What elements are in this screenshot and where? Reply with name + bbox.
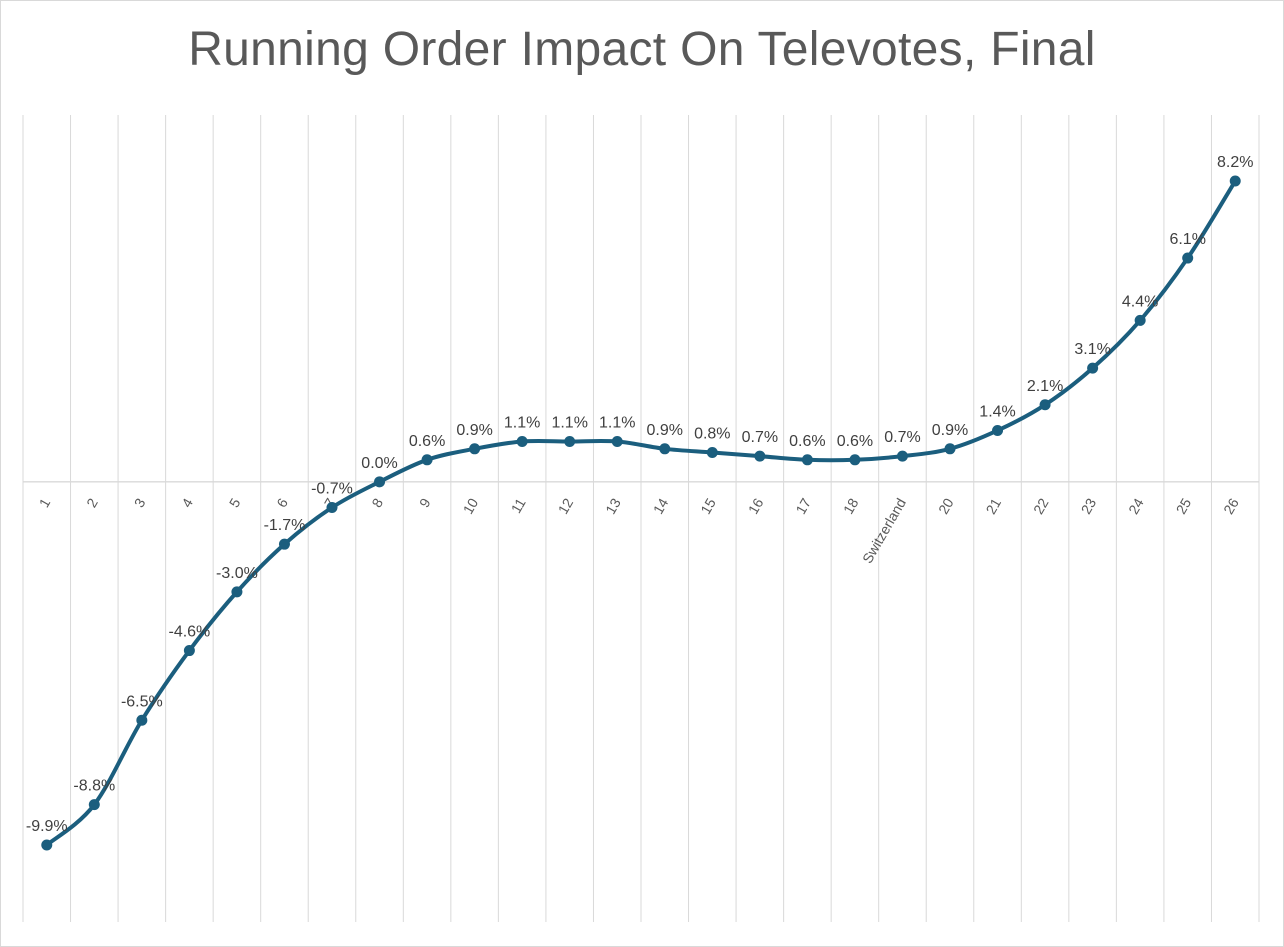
chart-title: Running Order Impact On Televotes, Final: [188, 23, 1096, 76]
data-label: -4.6%: [168, 624, 210, 641]
data-label: -1.7%: [264, 517, 306, 534]
data-label: 0.7%: [742, 429, 778, 446]
x-tick-label: 18: [840, 495, 862, 517]
data-point: [136, 714, 148, 726]
data-label: 1.1%: [599, 414, 635, 431]
data-label: 1.4%: [979, 403, 1015, 420]
data-label: 0.8%: [694, 425, 730, 442]
x-tick-label: 24: [1125, 495, 1147, 517]
data-point: [849, 454, 861, 466]
data-label: 1.1%: [551, 414, 587, 431]
data-point: [278, 538, 290, 550]
data-label: 1.1%: [504, 414, 540, 431]
data-point: [1087, 362, 1099, 374]
x-tick-label: 11: [508, 495, 529, 516]
x-tick-label: 4: [178, 495, 196, 510]
x-tick-label: 6: [273, 495, 291, 510]
data-point: [1182, 252, 1194, 264]
x-tick-label: 14: [650, 495, 672, 517]
data-point: [992, 424, 1004, 436]
data-label: -9.9%: [26, 818, 68, 835]
x-tick-label: 22: [1030, 495, 1052, 517]
data-point: [706, 446, 718, 458]
data-point: [88, 799, 100, 811]
data-label: 0.7%: [884, 429, 920, 446]
gridlines: [22, 115, 1260, 922]
data-label: 0.6%: [837, 433, 873, 450]
x-tick-label: 21: [982, 495, 1004, 517]
data-label: 2.1%: [1027, 378, 1063, 395]
data-label: 0.9%: [647, 422, 683, 439]
data-label: 0.6%: [789, 433, 825, 450]
data-point: [374, 476, 386, 488]
data-label: 0.9%: [932, 422, 968, 439]
x-tick-label: 15: [697, 495, 719, 517]
x-tick-label: 12: [555, 495, 577, 517]
data-labels: -9.9% -8.8% -6.5% -4.6% -3.0% -1.7% -0.7% 0.0% 0…: [26, 154, 1254, 835]
x-tick-label: 10: [460, 495, 482, 517]
x-tick-label: 13: [602, 495, 624, 517]
data-point: [944, 443, 956, 455]
data-label: 0.9%: [456, 422, 492, 439]
data-point: [801, 454, 813, 466]
data-point: [659, 443, 671, 455]
data-point: [754, 450, 766, 462]
data-label: -0.7%: [311, 480, 353, 497]
data-label: 4.4%: [1122, 293, 1158, 310]
data-point: [564, 435, 576, 447]
series-group: [41, 175, 1241, 851]
data-point: [421, 454, 433, 466]
data-label: 3.1%: [1074, 341, 1110, 358]
x-tick-label: 20: [935, 495, 957, 517]
data-point: [326, 501, 338, 513]
x-tick-label: 3: [131, 495, 149, 510]
data-label: -8.8%: [73, 778, 115, 795]
x-tick-label: 16: [745, 495, 767, 517]
data-label: 6.1%: [1169, 231, 1205, 248]
x-tick-labels: 123456789101112131415161718Switzerland20…: [36, 495, 1242, 566]
x-tick-label: 5: [226, 495, 244, 510]
x-tick-label: 1: [36, 495, 54, 510]
x-tick-label: 17: [792, 495, 814, 517]
data-label: 8.2%: [1217, 154, 1253, 171]
x-tick-label: Switzerland: [859, 495, 909, 566]
data-point: [41, 839, 53, 851]
x-tick-label: 23: [1078, 495, 1100, 517]
data-point: [183, 645, 195, 657]
x-tick-label: 2: [83, 495, 101, 510]
x-tick-label: 25: [1173, 495, 1195, 517]
data-point: [611, 435, 623, 447]
x-tick-label: 26: [1220, 495, 1242, 517]
data-point: [1134, 314, 1146, 326]
data-label: -3.0%: [216, 565, 258, 582]
data-point: [469, 443, 481, 455]
data-label: 0.0%: [361, 455, 397, 472]
data-point: [896, 450, 908, 462]
data-label: 0.6%: [409, 433, 445, 450]
data-point: [231, 586, 243, 598]
data-point: [516, 435, 528, 447]
data-point: [1039, 399, 1051, 411]
x-tick-label: 9: [416, 495, 434, 510]
x-tick-label: 8: [368, 495, 386, 510]
data-point: [1229, 175, 1241, 187]
data-label: -6.5%: [121, 693, 163, 710]
